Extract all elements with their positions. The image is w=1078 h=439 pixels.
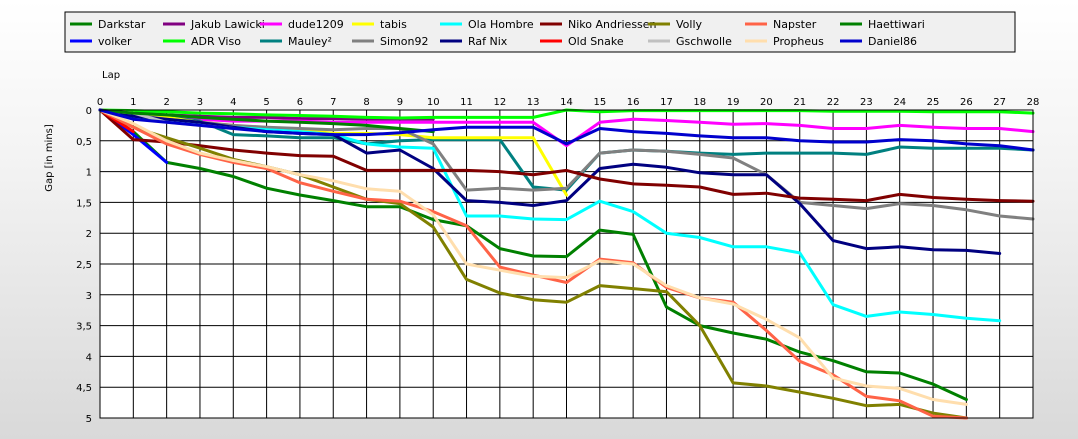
y-tick-label: 1,5 (76, 198, 92, 209)
legend-label: Ola Hombre (468, 18, 534, 31)
x-tick-label: 8 (363, 97, 369, 108)
x-tick-label: 27 (993, 97, 1006, 108)
legend-label: Mauley² (288, 35, 332, 48)
legend-frame (64, 11, 1016, 53)
y-tick-label: 2 (86, 229, 92, 240)
legend-label: Haettiwari (868, 18, 925, 31)
y-tick-label: 0,5 (76, 137, 92, 148)
legend-label: dude1209 (288, 18, 344, 31)
x-tick-label: 10 (427, 97, 440, 108)
y-tick-label: 0 (86, 106, 92, 117)
plot-area: 0 1 2 3 4 5 6 7 8 9 10 11 12 13 14 15 16 17 18 19 20 21 22 23 24… (76, 97, 1039, 425)
x-tick-label: 11 (460, 97, 473, 108)
y-tick-label: 5 (86, 414, 92, 425)
legend: Darkstar volker Jakub Lawicki ADR Viso dude1… (64, 11, 1016, 53)
x-tick-label: 16 (627, 97, 640, 108)
legend-label: tabis (380, 18, 407, 31)
x-tick-label: 26 (960, 97, 973, 108)
x-tick-label: 14 (560, 97, 573, 108)
legend-label: Raf Nix (468, 35, 508, 48)
x-tick-label: 12 (493, 97, 506, 108)
x-tick-label: 23 (860, 97, 873, 108)
y-axis-title: Gap [in mins] (44, 124, 55, 192)
x-tick-label: 17 (660, 97, 673, 108)
legend-label: Gschwolle (676, 35, 732, 48)
series-line-mauley- (98, 108, 1035, 192)
x-tick-label: 7 (330, 97, 336, 108)
plot-frame (99, 109, 1034, 419)
legend-label: Propheus (773, 35, 824, 48)
legend-label: Daniel86 (868, 35, 917, 48)
x-tick-label: 1 (130, 97, 136, 108)
x-tick-label: 5 (263, 97, 269, 108)
legend-label: Old Snake (568, 35, 624, 48)
y-tick-label: 3,5 (76, 322, 92, 333)
x-tick-label: 6 (297, 97, 303, 108)
x-tick-label: 15 (593, 97, 606, 108)
series-line-niko-andriessen (98, 108, 1035, 203)
x-tick-label: 3 (197, 97, 203, 108)
x-tick-label: 22 (827, 97, 840, 108)
legend-label: Darkstar (98, 18, 146, 31)
legend-label: Napster (773, 18, 817, 31)
x-tick-label: 24 (893, 97, 906, 108)
x-tick-label: 19 (727, 97, 740, 108)
x-tick-label: 18 (693, 97, 706, 108)
y-tick-label: 1 (86, 168, 92, 179)
x-tick-label: 9 (397, 97, 403, 108)
x-tick-label: 25 (927, 97, 940, 108)
series-line-daniel86 (98, 108, 1035, 152)
x-tick-label: 0 (97, 97, 103, 108)
x-tick-label: 21 (793, 97, 806, 108)
x-tick-label: 28 (1027, 97, 1040, 108)
legend-label: Niko Andriessen (568, 18, 657, 31)
legend-label: Simon92 (380, 35, 428, 48)
x-tick-label: 4 (230, 97, 236, 108)
x-tick-label: 13 (527, 97, 540, 108)
y-tick-label: 4,5 (76, 383, 92, 394)
series-line-haettiwari (98, 108, 435, 134)
series-line-propheus (98, 108, 968, 406)
x-axis-title: Lap (102, 70, 120, 81)
series-line-darkstar (98, 108, 968, 401)
legend-label: Volly (676, 18, 703, 31)
y-tick-label: 4 (86, 352, 92, 363)
x-tick-label: 2 (163, 97, 169, 108)
series-line-simon92 (98, 108, 1035, 221)
y-tick-label: 3 (86, 291, 92, 302)
x-tick-label: 20 (760, 97, 773, 108)
legend-label: volker (98, 35, 132, 48)
y-tick-label: 2,5 (76, 260, 92, 271)
legend-label: Jakub Lawicki (190, 18, 265, 31)
legend-label: ADR Viso (191, 35, 241, 48)
